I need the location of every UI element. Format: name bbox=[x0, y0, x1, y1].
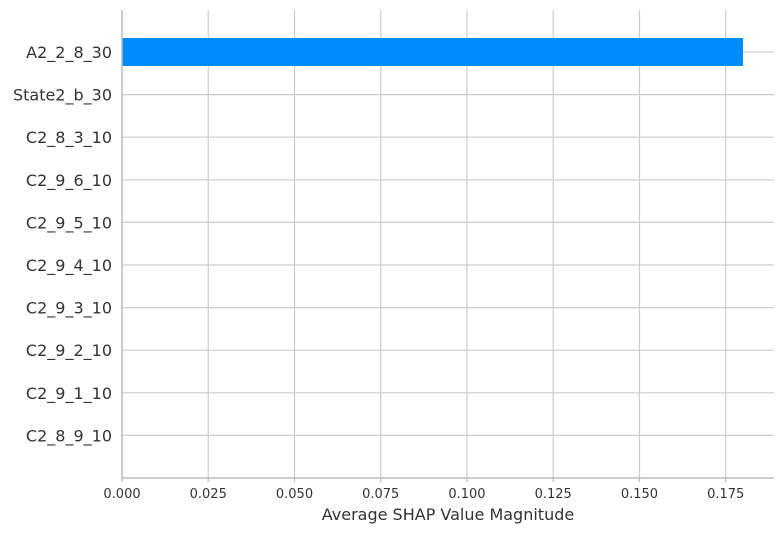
category-label: C2_9_6_10 bbox=[26, 171, 112, 191]
x-tick-label: 0.075 bbox=[362, 487, 399, 502]
x-tick-label: 0.125 bbox=[535, 487, 572, 502]
category-label: C2_9_4_10 bbox=[26, 256, 112, 276]
axes bbox=[121, 10, 774, 482]
bars bbox=[122, 38, 743, 66]
x-tick-label: 0.025 bbox=[190, 487, 227, 502]
bar-A2_2_8_30 bbox=[122, 38, 743, 66]
category-label: C2_9_3_10 bbox=[26, 299, 112, 319]
category-labels: A2_2_8_30 State2_b_30 C2_8_3_10 C2_9_6_10 C2… bbox=[13, 43, 112, 446]
x-tick-label: 0.050 bbox=[276, 487, 313, 502]
category-label: C2_8_3_10 bbox=[26, 128, 112, 148]
x-tick-label: 0.150 bbox=[621, 487, 658, 502]
x-tick-label: 0.100 bbox=[448, 487, 485, 502]
x-axis-title: Average SHAP Value Magnitude bbox=[322, 505, 574, 524]
category-label: C2_9_2_10 bbox=[26, 341, 112, 361]
x-tick-label: 0.000 bbox=[103, 487, 140, 502]
category-label: C2_9_5_10 bbox=[26, 213, 112, 233]
category-label: A2_2_8_30 bbox=[26, 43, 112, 63]
grid-lines bbox=[122, 10, 774, 478]
category-label: C2_9_1_10 bbox=[26, 384, 112, 404]
category-label: State2_b_30 bbox=[13, 86, 112, 106]
category-label: C2_8_9_10 bbox=[26, 426, 112, 446]
x-tick-labels: 0.000 0.025 0.050 0.075 0.100 0.125 0.150 0.175 bbox=[103, 487, 744, 502]
x-tick-label: 0.175 bbox=[707, 487, 744, 502]
